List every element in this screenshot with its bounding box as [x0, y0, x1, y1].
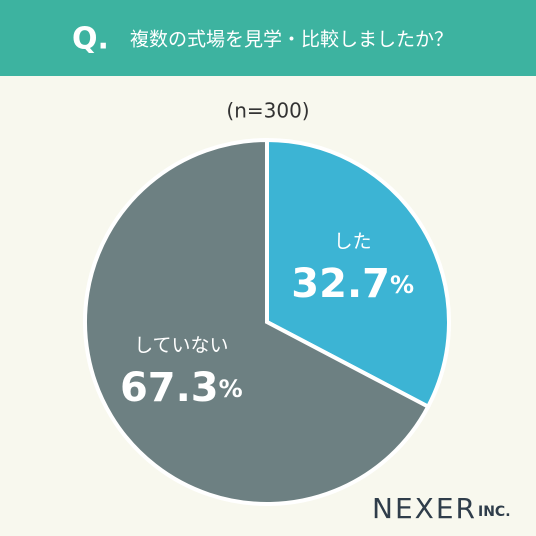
header-band: [0, 0, 536, 76]
logo-name: NEXER: [372, 492, 477, 525]
logo-suffix: INC.: [478, 504, 511, 520]
slice-value-label: 32.7%: [291, 261, 414, 307]
pie: [83, 137, 451, 506]
pie-slice: [83, 137, 431, 506]
slice-value-label: 67.3%: [120, 365, 243, 411]
subtitle: (n=300): [226, 99, 309, 123]
title-prefix: Q.: [72, 22, 109, 57]
pie-slice: [265, 137, 451, 410]
slice-category-label: した: [334, 231, 372, 253]
slice-category-label: していない: [134, 334, 228, 356]
chart-title: 複数の式場を見学・比較しましたか？: [130, 29, 453, 51]
